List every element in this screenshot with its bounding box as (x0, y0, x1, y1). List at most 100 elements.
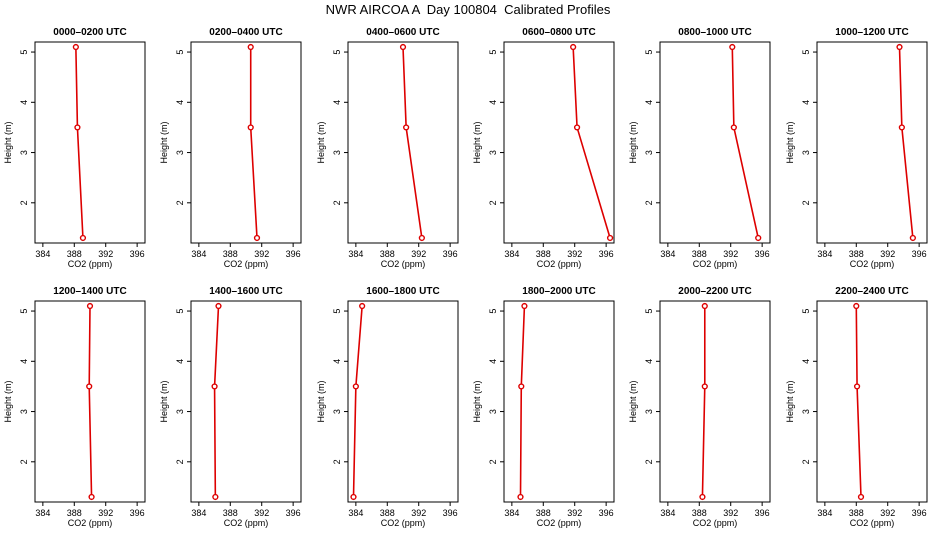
x-axis-label: CO2 (ppm) (381, 518, 426, 528)
x-axis-label: CO2 (ppm) (693, 518, 738, 528)
plot-frame (503, 300, 615, 503)
y-tick-label: 2 (332, 200, 342, 205)
y-tick-label: 5 (332, 309, 342, 314)
data-point (909, 234, 916, 242)
x-tick-label: 388 (223, 249, 238, 259)
y-tick-label: 4 (488, 100, 498, 105)
y-tick-label: 3 (332, 409, 342, 414)
panel-2: 0200–0400 UTC 384 388 392 396 2 3 4 5 CO2 (ppm) He… (159, 27, 302, 269)
y-tick-label: 4 (801, 100, 811, 105)
y-tick-label: 2 (644, 459, 654, 464)
panel-3: 0400–0600 UTC 384 388 392 396 2 3 4 5 CO2 (ppm) He… (316, 27, 459, 269)
profile-line (731, 47, 759, 239)
data-point (215, 302, 222, 310)
profile-line (75, 47, 84, 239)
y-tick-label: 5 (801, 309, 811, 314)
data-point (518, 383, 525, 390)
x-tick-label: 392 (254, 508, 269, 518)
data-point (247, 43, 254, 51)
panel-11: 2000–2200 UTC 384 388 392 396 2 3 4 5 CO2 (ppm) He… (628, 286, 771, 528)
x-tick-label: 396 (912, 249, 927, 259)
y-tick-label: 5 (644, 309, 654, 314)
data-point (212, 493, 219, 501)
x-tick-label: 392 (567, 249, 582, 259)
y-tick-label: 5 (801, 50, 811, 55)
y-tick-label: 2 (19, 200, 29, 205)
panel-title: 0600–0800 UTC (522, 27, 595, 38)
data-point (359, 302, 366, 310)
x-tick-label: 388 (849, 508, 864, 518)
data-point (74, 124, 81, 131)
y-tick-label: 3 (488, 150, 498, 155)
panel-12: 2200–2400 UTC 384 388 392 396 2 3 4 5 CO2 (ppm) He… (785, 286, 928, 528)
data-point (570, 43, 577, 51)
data-point (573, 124, 581, 131)
x-tick-label: 392 (880, 508, 895, 518)
y-axis-label: Height (m) (159, 121, 169, 163)
y-tick-label: 3 (332, 150, 342, 155)
y-axis-label: Height (m) (785, 380, 795, 422)
x-tick-label: 392 (254, 249, 269, 259)
data-point (853, 383, 861, 390)
plot-frame (659, 41, 771, 244)
data-point (72, 43, 79, 51)
plot-frame (816, 300, 928, 503)
data-point (699, 493, 706, 501)
data-point (517, 493, 524, 501)
profile-line (352, 305, 363, 497)
y-tick-label: 2 (488, 459, 498, 464)
y-tick-label: 5 (19, 309, 29, 314)
x-tick-label: 396 (286, 508, 301, 518)
data-point (896, 43, 903, 51)
x-tick-label: 388 (380, 508, 395, 518)
x-axis-label: CO2 (ppm) (381, 259, 426, 269)
x-tick-label: 388 (67, 508, 82, 518)
data-point (399, 43, 407, 51)
y-tick-label: 3 (488, 409, 498, 414)
profile-line (701, 306, 706, 497)
y-axis-label: Height (m) (785, 121, 795, 163)
y-tick-label: 5 (488, 50, 498, 55)
y-axis-label: Height (m) (316, 380, 326, 422)
x-axis-label: CO2 (ppm) (850, 259, 895, 269)
data-point (853, 302, 860, 310)
x-tick-label: 392 (411, 508, 426, 518)
y-axis-label: Height (m) (628, 380, 638, 422)
panel-10: 1800–2000 UTC 384 388 392 396 2 3 4 5 CO2 (ppm) He… (472, 286, 615, 528)
y-tick-label: 3 (175, 409, 185, 414)
y-tick-label: 4 (19, 359, 29, 364)
x-tick-label: 384 (504, 508, 519, 518)
data-point (79, 234, 87, 242)
panel-title: 0200–0400 UTC (209, 27, 282, 38)
x-tick-label: 396 (443, 249, 458, 259)
plot-frame (347, 41, 459, 244)
y-tick-label: 2 (19, 459, 29, 464)
panel-title: 2200–2400 UTC (835, 286, 908, 297)
data-point (211, 383, 218, 390)
x-tick-label: 388 (67, 249, 82, 259)
x-tick-label: 392 (567, 508, 582, 518)
y-axis-label: Height (m) (3, 380, 13, 422)
y-tick-label: 4 (644, 100, 654, 105)
y-tick-label: 2 (175, 459, 185, 464)
y-tick-label: 3 (801, 150, 811, 155)
x-tick-label: 384 (191, 508, 206, 518)
y-tick-label: 4 (644, 359, 654, 364)
y-tick-label: 4 (332, 359, 342, 364)
x-tick-label: 384 (348, 249, 363, 259)
panel-6: 1000–1200 UTC 384 388 392 396 2 3 4 5 CO2 (ppm) He… (785, 27, 928, 269)
panel-8: 1400–1600 UTC 384 388 392 396 2 3 4 5 CO2 (ppm) He… (159, 286, 302, 528)
x-tick-label: 396 (130, 508, 145, 518)
x-tick-label: 384 (660, 249, 675, 259)
y-tick-label: 4 (19, 100, 29, 105)
y-axis-label: Height (m) (472, 121, 482, 163)
x-tick-label: 396 (755, 249, 770, 259)
x-tick-label: 384 (348, 508, 363, 518)
plot-frame (816, 41, 928, 244)
y-tick-label: 3 (175, 150, 185, 155)
panel-title: 1200–1400 UTC (53, 286, 126, 297)
x-tick-label: 388 (536, 508, 551, 518)
panel-title: 1600–1800 UTC (366, 286, 439, 297)
data-point (253, 234, 261, 242)
panel-title: 0800–1000 UTC (678, 27, 751, 38)
